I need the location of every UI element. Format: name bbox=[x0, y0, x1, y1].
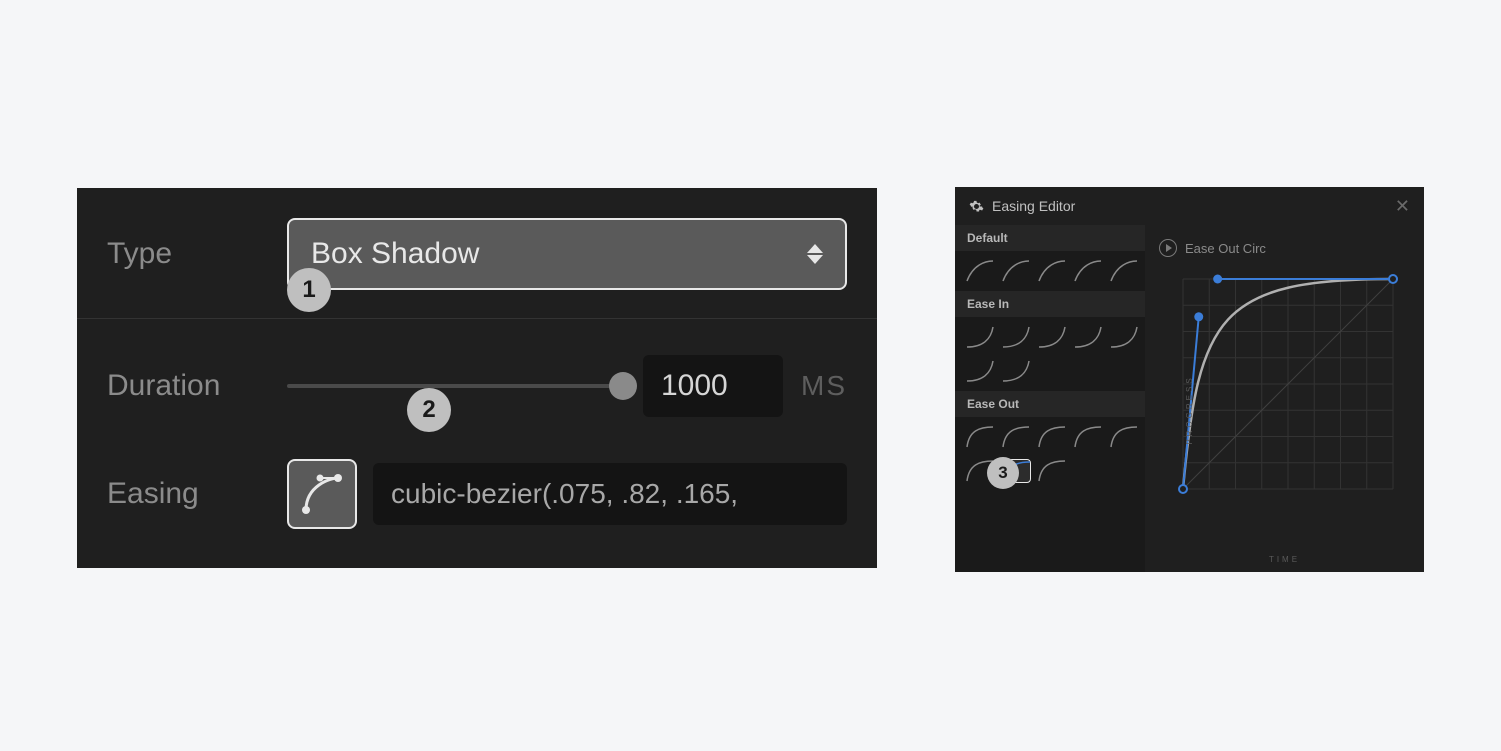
bezier-graph[interactable]: PROGRESS bbox=[1159, 269, 1410, 551]
curve-name: Ease Out Circ bbox=[1185, 241, 1266, 256]
preset-curve[interactable] bbox=[1109, 325, 1139, 349]
easing-editor-panel: Easing Editor ✕ Default Ease In Ease Out 3 … bbox=[955, 187, 1424, 572]
preset-curve[interactable] bbox=[1001, 259, 1031, 283]
editor-title: Easing Editor bbox=[992, 198, 1075, 214]
axis-x-label: TIME bbox=[1159, 555, 1410, 564]
preset-curve[interactable] bbox=[965, 259, 995, 283]
close-icon[interactable]: ✕ bbox=[1395, 197, 1410, 215]
easing-input[interactable]: cubic-bezier(.075, .82, .165, bbox=[373, 463, 847, 525]
preset-curve[interactable] bbox=[1073, 325, 1103, 349]
axis-y-label: PROGRESS bbox=[1185, 375, 1194, 444]
caret-updown-icon bbox=[807, 244, 823, 264]
graph-column: Ease Out Circ PROGRESS TIME bbox=[1145, 225, 1424, 572]
duration-input[interactable]: 1000 bbox=[643, 355, 783, 417]
preset-column: Default Ease In Ease Out 3 bbox=[955, 225, 1145, 572]
preset-curve[interactable] bbox=[1001, 325, 1031, 349]
editor-body: Default Ease In Ease Out 3 Ease Out Circ PR… bbox=[955, 225, 1424, 572]
preset-curve[interactable] bbox=[1037, 325, 1067, 349]
graph-title-row: Ease Out Circ bbox=[1159, 239, 1410, 257]
play-icon[interactable] bbox=[1159, 239, 1177, 257]
preset-curve[interactable] bbox=[1037, 259, 1067, 283]
type-label: Type bbox=[107, 237, 287, 271]
easing-curve-button[interactable] bbox=[287, 459, 357, 529]
preset-curve[interactable] bbox=[1073, 259, 1103, 283]
step-badge-1: 1 bbox=[287, 268, 331, 312]
preset-curve[interactable] bbox=[1073, 425, 1103, 449]
preset-group-header: Ease In bbox=[955, 291, 1145, 317]
preset-curve[interactable] bbox=[1001, 425, 1031, 449]
slider-thumb[interactable] bbox=[609, 372, 637, 400]
preset-curve[interactable] bbox=[1109, 259, 1139, 283]
easing-row: Easing cubic-bezier(.075, .82, .165, bbox=[107, 459, 847, 529]
step-badge-3: 3 bbox=[987, 457, 1019, 489]
editor-header: Easing Editor ✕ bbox=[955, 187, 1424, 225]
preset-curve[interactable] bbox=[965, 425, 995, 449]
preset-group-header: Default bbox=[955, 225, 1145, 251]
step-badge-2: 2 bbox=[407, 388, 451, 432]
transition-panel: 1 2 Type Box Shadow Duration 1000 MS Eas… bbox=[77, 188, 877, 568]
duration-slider[interactable] bbox=[287, 384, 623, 388]
type-dropdown-wrap: Box Shadow bbox=[287, 218, 847, 290]
type-dropdown-value: Box Shadow bbox=[311, 237, 479, 271]
preset-curve[interactable] bbox=[965, 359, 995, 383]
duration-unit: MS bbox=[801, 370, 847, 402]
duration-row: Duration 1000 MS bbox=[107, 355, 847, 417]
preset-curve[interactable] bbox=[1037, 459, 1067, 483]
duration-label: Duration bbox=[107, 369, 287, 403]
preset-curve[interactable] bbox=[1001, 359, 1031, 383]
bezier-icon bbox=[300, 472, 344, 516]
preset-curve[interactable] bbox=[1037, 425, 1067, 449]
preset-curve[interactable] bbox=[1109, 425, 1139, 449]
divider bbox=[77, 318, 877, 319]
type-row: Type Box Shadow bbox=[107, 218, 847, 290]
type-dropdown[interactable]: Box Shadow bbox=[287, 218, 847, 290]
preset-curve[interactable] bbox=[965, 325, 995, 349]
easing-label: Easing bbox=[107, 477, 287, 511]
gear-icon bbox=[969, 199, 984, 214]
preset-group-header: Ease Out bbox=[955, 391, 1145, 417]
